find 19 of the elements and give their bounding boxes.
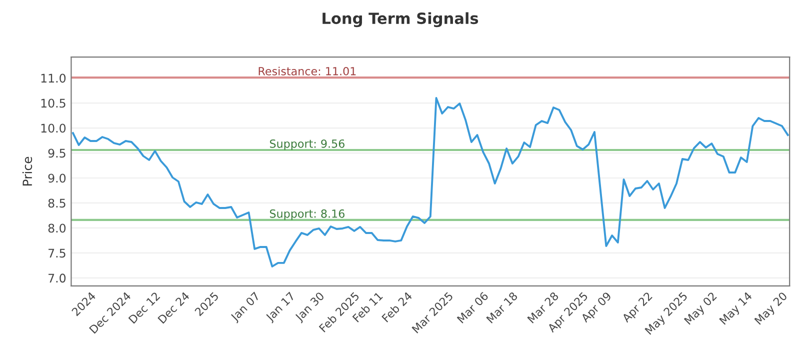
y-tick-label: 7.0 (48, 274, 66, 283)
chart-title: Long Term Signals (322, 12, 478, 28)
x-tick-label: Jan 17 (264, 292, 297, 324)
y-axis-title: Price (22, 156, 32, 186)
line-series (72, 97, 789, 268)
y-tick-label: 8.5 (48, 198, 66, 208)
y-tick-label: 11.0 (41, 74, 66, 83)
y-tick-label: 7.5 (48, 248, 66, 258)
ref-line-label: Support: 9.56 (270, 139, 344, 150)
x-tick-label: Jan 07 (230, 292, 262, 324)
y-tick-label: 9.5 (48, 148, 66, 158)
y-tick-label: 8.0 (48, 224, 66, 233)
ref-line-label: Resistance: 11.01 (258, 66, 356, 76)
y-tick-label: 10.5 (41, 98, 66, 108)
x-tick-label: Apr 22 (621, 292, 654, 324)
ref-line-label: Support: 8.16 (270, 209, 344, 220)
y-tick-label: 10.0 (41, 124, 66, 133)
x-tick-label: Jan 30 (294, 291, 326, 324)
y-tick-label: 9.0 (48, 174, 66, 183)
